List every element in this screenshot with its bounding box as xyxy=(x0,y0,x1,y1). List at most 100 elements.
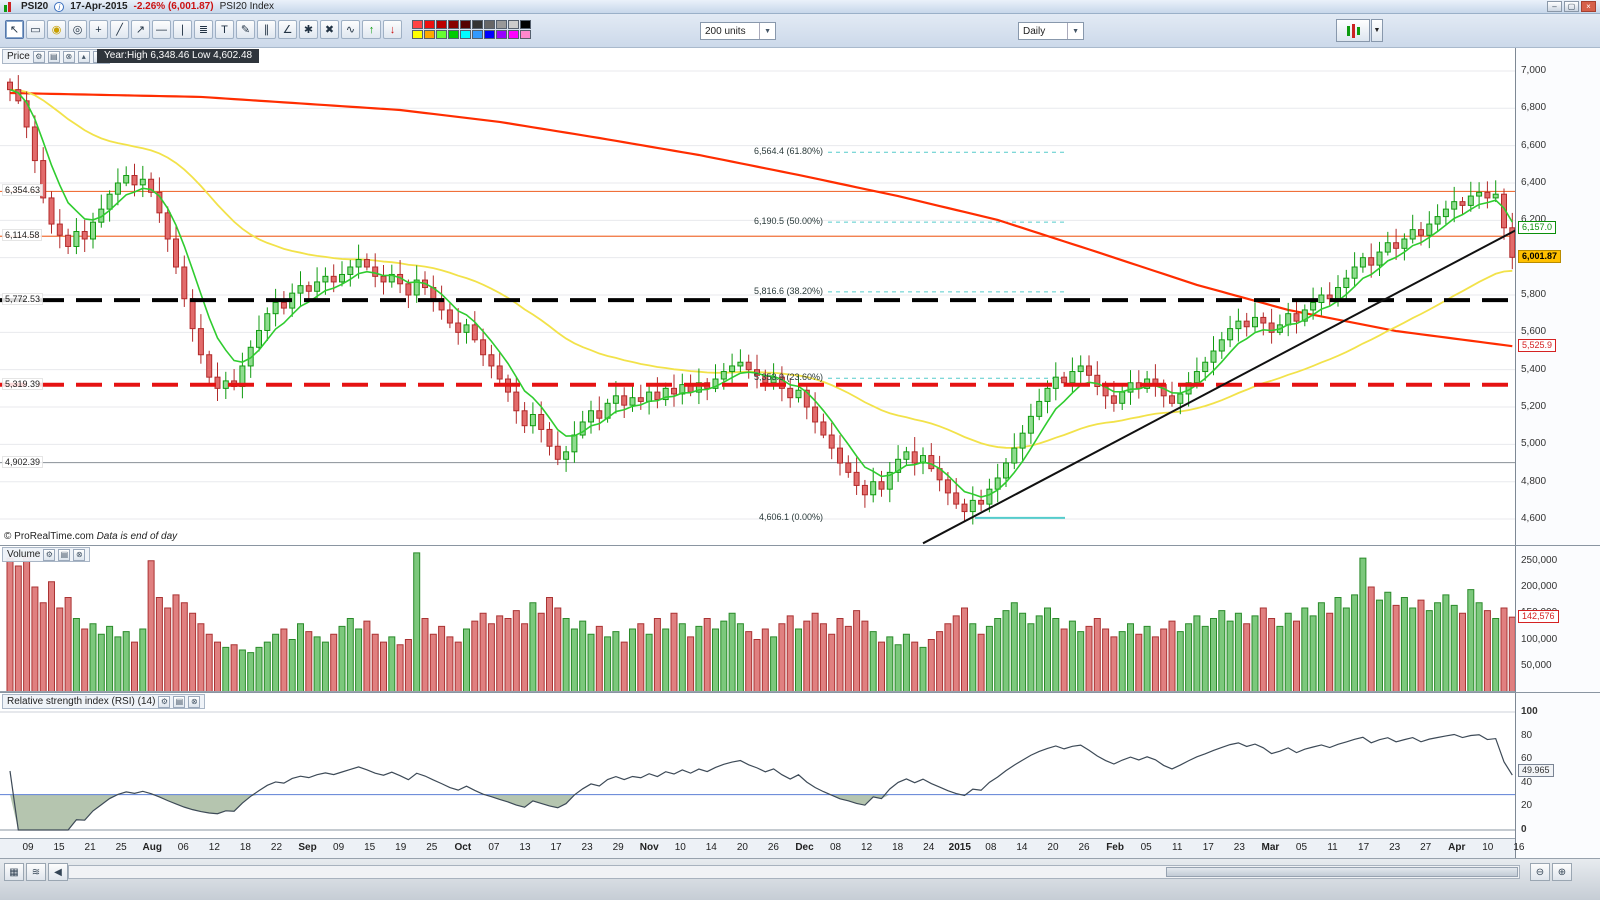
close-icon[interactable]: ⊗ xyxy=(62,50,75,63)
alarm-tool[interactable]: ◉ xyxy=(47,20,66,39)
fibonacci-level-label: 5,816.6 (38.20%) xyxy=(753,285,823,296)
price-axis-column[interactable] xyxy=(1515,48,1600,858)
arrow-down-tool[interactable]: ↓ xyxy=(383,20,402,39)
time-axis-label: 16 xyxy=(1513,842,1525,853)
rsi-value-badge: 49.965 xyxy=(1518,764,1554,778)
palette-color-swatch[interactable] xyxy=(412,30,423,39)
scroll-left-button[interactable]: ◀ xyxy=(48,863,68,881)
quote-change: -2.26% (6,001.87) xyxy=(133,1,214,12)
time-axis-label: 09 xyxy=(333,842,345,853)
price-panel-label: Price xyxy=(7,51,30,62)
restore-button[interactable]: ▢ xyxy=(1564,1,1579,12)
palette-color-swatch[interactable] xyxy=(436,20,447,29)
close-icon[interactable]: ⊗ xyxy=(188,695,201,708)
duplicate-icon[interactable]: ▤ xyxy=(173,695,186,708)
pencil-tool[interactable]: ✎ xyxy=(236,20,255,39)
duplicate-icon[interactable]: ▤ xyxy=(47,50,60,63)
time-axis-label: 25 xyxy=(115,842,127,853)
window-controls: – ▢ × xyxy=(1547,1,1596,12)
ray-tool[interactable]: ↗ xyxy=(131,20,150,39)
time-axis-label: 05 xyxy=(1140,842,1152,853)
settings-tool[interactable]: ✱ xyxy=(299,20,318,39)
time-axis-label: Oct xyxy=(454,842,472,853)
time-axis-label: 15 xyxy=(53,842,65,853)
year-range-tooltip: Year:High 6,348.46 Low 4,602.48 xyxy=(97,49,260,63)
time-axis-label: 27 xyxy=(1420,842,1432,853)
trash-tool[interactable]: ✖ xyxy=(320,20,339,39)
crosshair-tool[interactable]: + xyxy=(89,20,108,39)
chart-settings-icon[interactable]: ▦ xyxy=(4,863,24,881)
chart-style-caret-button[interactable]: ▼ xyxy=(1371,19,1383,42)
palette-color-swatch[interactable] xyxy=(460,20,471,29)
palette-color-swatch[interactable] xyxy=(496,20,507,29)
price-axis-tick-label: 6,800 xyxy=(1521,102,1547,114)
duplicate-icon[interactable]: ▤ xyxy=(58,548,71,561)
volume-bars-layer xyxy=(6,552,1515,692)
instrument-name: PSI20 Index xyxy=(219,1,275,12)
eraser-tool[interactable]: ▭ xyxy=(26,20,45,39)
compare-icon[interactable]: ≋ xyxy=(26,863,46,881)
app-icon xyxy=(4,1,15,12)
volume-axis-tick-label: 100,000 xyxy=(1521,633,1558,645)
wrench-icon[interactable]: ⚙ xyxy=(43,548,56,561)
palette-color-swatch[interactable] xyxy=(460,30,471,39)
text-tool[interactable]: T xyxy=(215,20,234,39)
zigzag-tool[interactable]: ∿ xyxy=(341,20,360,39)
time-axis-label: 23 xyxy=(1233,842,1245,853)
rsi-chart[interactable] xyxy=(0,692,1515,838)
trendline-tool[interactable]: ╱ xyxy=(110,20,129,39)
volume-chart[interactable] xyxy=(0,545,1515,692)
minimize-button[interactable]: – xyxy=(1547,1,1562,12)
angle-tool[interactable]: ∠ xyxy=(278,20,297,39)
palette-color-swatch[interactable] xyxy=(448,30,459,39)
pointer-tool[interactable]: ↖ xyxy=(5,20,24,39)
price-chart[interactable] xyxy=(0,48,1515,545)
palette-color-swatch[interactable] xyxy=(436,30,447,39)
period-dropdown[interactable]: Daily ▼ xyxy=(1018,22,1084,40)
time-axis-label: 18 xyxy=(892,842,904,853)
close-button[interactable]: × xyxy=(1581,1,1596,12)
palette-color-swatch[interactable] xyxy=(472,30,483,39)
channel-tool[interactable]: ∥ xyxy=(257,20,276,39)
palette-color-swatch[interactable] xyxy=(496,30,507,39)
fibonacci-tool[interactable]: ≣ xyxy=(194,20,213,39)
scrollbar-thumb[interactable] xyxy=(1166,867,1518,877)
info-icon[interactable]: i xyxy=(54,1,65,12)
palette-color-swatch[interactable] xyxy=(484,30,495,39)
time-axis[interactable]: 09 15 21 25 Aug 06 12 18 22 Sep 09 15 19 25 Oct 07 13 17 2… xyxy=(0,838,1524,858)
chart-style-button[interactable] xyxy=(1336,19,1370,42)
wrench-icon[interactable]: ⚙ xyxy=(158,695,171,708)
palette-color-swatch[interactable] xyxy=(508,30,519,39)
hline-tool[interactable]: ― xyxy=(152,20,171,39)
palette-color-swatch[interactable] xyxy=(484,20,495,29)
collapse-icon[interactable]: ▴ xyxy=(77,50,90,63)
palette-color-swatch[interactable] xyxy=(520,20,531,29)
time-axis-label: Sep xyxy=(298,842,317,853)
ma-red-value-badge: 5,525.9 xyxy=(1518,339,1557,353)
palette-color-swatch[interactable] xyxy=(412,20,423,29)
rsi-line xyxy=(9,733,1513,831)
palette-color-swatch[interactable] xyxy=(424,20,435,29)
close-icon[interactable]: ⊗ xyxy=(73,548,86,561)
rsi-axis-tick-label: 60 xyxy=(1521,753,1533,765)
price-axis-tick-label: 4,600 xyxy=(1521,513,1547,525)
palette-color-swatch[interactable] xyxy=(448,20,459,29)
arrow-up-tool[interactable]: ↑ xyxy=(362,20,381,39)
chevron-down-icon: ▼ xyxy=(1067,23,1079,39)
horizontal-scrollbar[interactable] xyxy=(68,865,1520,879)
units-dropdown[interactable]: 200 units ▼ xyxy=(700,22,776,40)
zoom-in-button[interactable]: ⊕ xyxy=(1552,863,1572,881)
wrench-icon[interactable]: ⚙ xyxy=(32,50,45,63)
palette-color-swatch[interactable] xyxy=(520,30,531,39)
candle-glyph-green xyxy=(1346,25,1350,36)
palette-color-swatch[interactable] xyxy=(424,30,435,39)
zoom-tool[interactable]: ◎ xyxy=(68,20,87,39)
time-axis-label: 08 xyxy=(829,842,842,853)
vline-tool[interactable]: ❘ xyxy=(173,20,192,39)
zoom-out-button[interactable]: ⊖ xyxy=(1530,863,1550,881)
palette-color-swatch[interactable] xyxy=(508,20,519,29)
palette-color-swatch[interactable] xyxy=(472,20,483,29)
time-axis-label: 11 xyxy=(1172,842,1183,853)
time-axis-label: Nov xyxy=(639,842,659,853)
